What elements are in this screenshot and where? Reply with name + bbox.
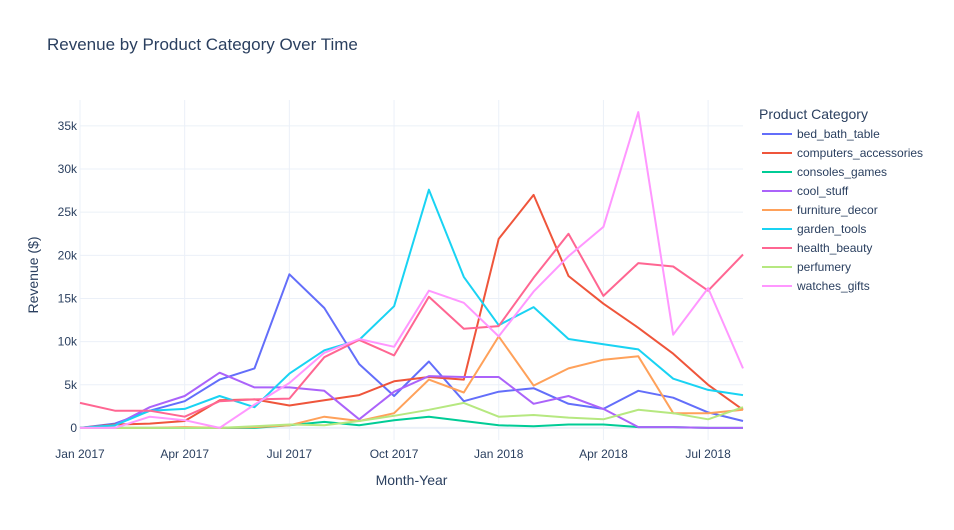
legend-item-garden_tools[interactable]: garden_tools — [762, 222, 866, 236]
legend-item-health_beauty[interactable]: health_beauty — [762, 241, 872, 255]
series-line-perfumery[interactable] — [80, 401, 744, 429]
y-tick-label: 35k — [58, 119, 78, 133]
y-tick-label: 30k — [58, 162, 78, 176]
legend-label: consoles_games — [797, 165, 887, 179]
legend-item-furniture_decor[interactable]: furniture_decor — [762, 203, 878, 217]
x-tick-label: Jan 2017 — [55, 447, 105, 461]
legend[interactable]: Product Category bed_bath_table computers… — [759, 106, 923, 293]
x-axis-label: Month-Year — [376, 472, 448, 488]
x-tick-label: Jul 2018 — [685, 447, 731, 461]
y-tick-label: 10k — [58, 335, 78, 349]
chart-title: Revenue by Product Category Over Time — [47, 35, 358, 54]
legend-title: Product Category — [759, 106, 868, 122]
legend-item-consoles_games[interactable]: consoles_games — [762, 165, 887, 179]
legend-label: computers_accessories — [797, 146, 923, 160]
legend-item-bed_bath_table[interactable]: bed_bath_table — [762, 127, 880, 141]
legend-item-perfumery[interactable]: perfumery — [762, 260, 851, 274]
legend-label: bed_bath_table — [797, 127, 880, 141]
legend-item-cool_stuff[interactable]: cool_stuff — [762, 184, 849, 198]
legend-item-watches_gifts[interactable]: watches_gifts — [762, 279, 870, 293]
series-line-bed_bath_table[interactable] — [79, 273, 744, 429]
series-line-watches_gifts[interactable] — [80, 111, 744, 429]
x-tick-label: Apr 2018 — [579, 447, 628, 461]
x-tick-label: Jan 2018 — [474, 447, 524, 461]
x-tick-label: Oct 2017 — [370, 447, 419, 461]
x-tick-label: Apr 2017 — [160, 447, 209, 461]
series-line-cool_stuff[interactable] — [79, 371, 743, 429]
series-line-health_beauty[interactable] — [79, 232, 744, 418]
legend-label: watches_gifts — [796, 279, 870, 293]
y-tick-label: 15k — [58, 291, 78, 305]
legend-item-computers_accessories[interactable]: computers_accessories — [762, 146, 923, 160]
x-tick-label: Jul 2017 — [267, 447, 313, 461]
legend-label: cool_stuff — [797, 184, 849, 198]
series-lines — [79, 111, 744, 429]
y-axis-label: Revenue ($) — [25, 236, 41, 313]
legend-label: perfumery — [797, 260, 851, 274]
legend-label: garden_tools — [797, 222, 866, 236]
y-tick-label: 5k — [64, 378, 78, 392]
y-tick-label: 20k — [58, 248, 78, 262]
axes: 0 5k 10k 15k 20k 25k 30k 35k Jan 2017 Apr 2017 Jul… — [55, 119, 731, 461]
gridlines — [79, 100, 743, 440]
series-line-computers_accessories[interactable] — [79, 193, 744, 429]
y-tick-label: 0 — [70, 421, 77, 435]
series-line-furniture_decor[interactable] — [80, 335, 744, 429]
legend-label: health_beauty — [797, 241, 872, 255]
series-line-garden_tools[interactable] — [79, 188, 744, 429]
y-tick-label: 25k — [58, 205, 78, 219]
legend-label: furniture_decor — [797, 203, 878, 217]
